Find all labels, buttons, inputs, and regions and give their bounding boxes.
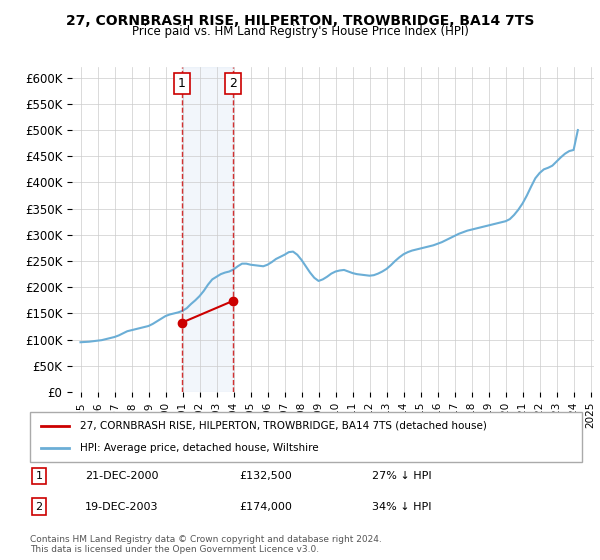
Text: Contains HM Land Registry data © Crown copyright and database right 2024.
This d: Contains HM Land Registry data © Crown c… bbox=[30, 535, 382, 554]
FancyBboxPatch shape bbox=[30, 412, 582, 462]
Text: 2: 2 bbox=[229, 77, 237, 90]
Text: Price paid vs. HM Land Registry's House Price Index (HPI): Price paid vs. HM Land Registry's House … bbox=[131, 25, 469, 38]
Bar bbox=[182, 67, 233, 392]
Text: £174,000: £174,000 bbox=[240, 502, 293, 512]
Text: 21-DEC-2000: 21-DEC-2000 bbox=[85, 471, 158, 481]
Text: 34% ↓ HPI: 34% ↓ HPI bbox=[372, 502, 432, 512]
Text: 27, CORNBRASH RISE, HILPERTON, TROWBRIDGE, BA14 7TS: 27, CORNBRASH RISE, HILPERTON, TROWBRIDG… bbox=[66, 14, 534, 28]
Text: 2: 2 bbox=[35, 502, 43, 512]
Text: 27% ↓ HPI: 27% ↓ HPI bbox=[372, 471, 432, 481]
Text: 27, CORNBRASH RISE, HILPERTON, TROWBRIDGE, BA14 7TS (detached house): 27, CORNBRASH RISE, HILPERTON, TROWBRIDG… bbox=[80, 421, 487, 431]
Text: 1: 1 bbox=[35, 471, 43, 481]
Text: HPI: Average price, detached house, Wiltshire: HPI: Average price, detached house, Wilt… bbox=[80, 443, 319, 453]
Text: 1: 1 bbox=[178, 77, 186, 90]
Text: 19-DEC-2003: 19-DEC-2003 bbox=[85, 502, 158, 512]
Text: £132,500: £132,500 bbox=[240, 471, 293, 481]
